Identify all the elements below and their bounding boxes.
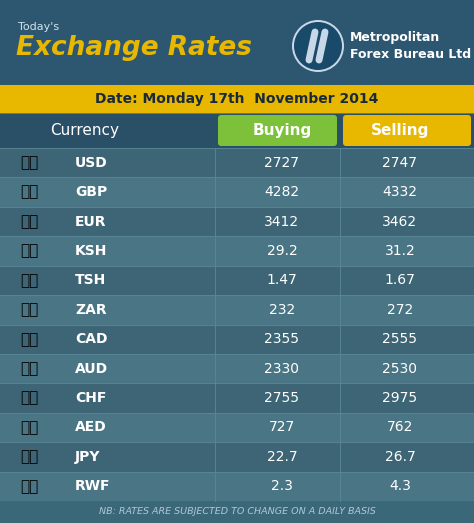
Text: 3412: 3412 [264,214,300,229]
Text: KSH: KSH [75,244,108,258]
Text: 🇪🇺: 🇪🇺 [20,214,38,229]
Text: 727: 727 [269,420,295,435]
Bar [0,236,474,266]
Text: 🇬🇧: 🇬🇧 [20,185,38,200]
Bar [0,413,474,442]
Text: 29.2: 29.2 [266,244,297,258]
Bar [0,501,474,523]
Text: RWF: RWF [75,479,110,493]
Text: 🇨🇦: 🇨🇦 [20,332,38,347]
Text: 2747: 2747 [383,156,418,169]
Text: 4332: 4332 [383,185,418,199]
Bar [0,207,474,236]
FancyBboxPatch shape [343,115,471,146]
Text: GBP: GBP [75,185,107,199]
Bar [0,383,474,413]
Text: 🇷🇼: 🇷🇼 [20,479,38,494]
Bar [0,442,474,472]
Text: EUR: EUR [75,214,107,229]
Text: Currency: Currency [51,123,119,138]
Text: 2.3: 2.3 [271,479,293,493]
Text: 4282: 4282 [264,185,300,199]
Text: 2330: 2330 [264,361,300,376]
Text: 2555: 2555 [383,332,418,346]
Bar [0,0,474,85]
Text: CAD: CAD [75,332,108,346]
Text: 2755: 2755 [264,391,300,405]
Circle shape [292,20,344,72]
Circle shape [294,22,342,70]
Text: Date: Monday 17th  November 2014: Date: Monday 17th November 2014 [95,92,379,106]
Text: NB: RATES ARE SUBJECTED TO CHANGE ON A DAILY BASIS: NB: RATES ARE SUBJECTED TO CHANGE ON A D… [99,507,375,517]
Text: 🇨🇭: 🇨🇭 [20,391,38,405]
Text: 3462: 3462 [383,214,418,229]
Text: Forex Bureau Ltd: Forex Bureau Ltd [350,48,471,61]
Text: 🇹🇿: 🇹🇿 [20,273,38,288]
Text: 22.7: 22.7 [267,450,297,464]
Text: CHF: CHF [75,391,106,405]
Text: 2355: 2355 [264,332,300,346]
Text: AUD: AUD [75,361,108,376]
Text: JPY: JPY [75,450,100,464]
Text: 2975: 2975 [383,391,418,405]
Text: 2530: 2530 [383,361,418,376]
Text: 1.47: 1.47 [266,274,297,287]
Bar [0,324,474,354]
Text: 🇺🇸: 🇺🇸 [20,155,38,170]
Bar [0,354,474,383]
Text: Selling: Selling [371,123,429,138]
Text: 🇦🇪: 🇦🇪 [20,420,38,435]
Text: TSH: TSH [75,274,106,287]
Text: 🇯🇵: 🇯🇵 [20,449,38,464]
Text: 762: 762 [387,420,413,435]
Text: 272: 272 [387,303,413,317]
Text: Buying: Buying [252,123,311,138]
Text: USD: USD [75,156,108,169]
Text: 1.67: 1.67 [384,274,415,287]
Text: Exchange Rates: Exchange Rates [16,35,252,61]
Text: ZAR: ZAR [75,303,107,317]
Bar [0,177,474,207]
Text: AED: AED [75,420,107,435]
Bar [0,148,474,177]
FancyBboxPatch shape [218,115,337,146]
Text: 🇰🇪: 🇰🇪 [20,244,38,258]
Bar [0,113,474,148]
Text: Today's: Today's [18,22,59,32]
Text: 31.2: 31.2 [384,244,415,258]
Bar [0,85,474,113]
Text: 232: 232 [269,303,295,317]
Bar [0,295,474,324]
Text: 🇿🇦: 🇿🇦 [20,302,38,317]
Bar [0,472,474,501]
Text: Metropolitan: Metropolitan [350,31,440,44]
Text: 4.3: 4.3 [389,479,411,493]
Bar [0,266,474,295]
Text: 26.7: 26.7 [384,450,415,464]
Text: 2727: 2727 [264,156,300,169]
Text: 🇦🇺: 🇦🇺 [20,361,38,376]
